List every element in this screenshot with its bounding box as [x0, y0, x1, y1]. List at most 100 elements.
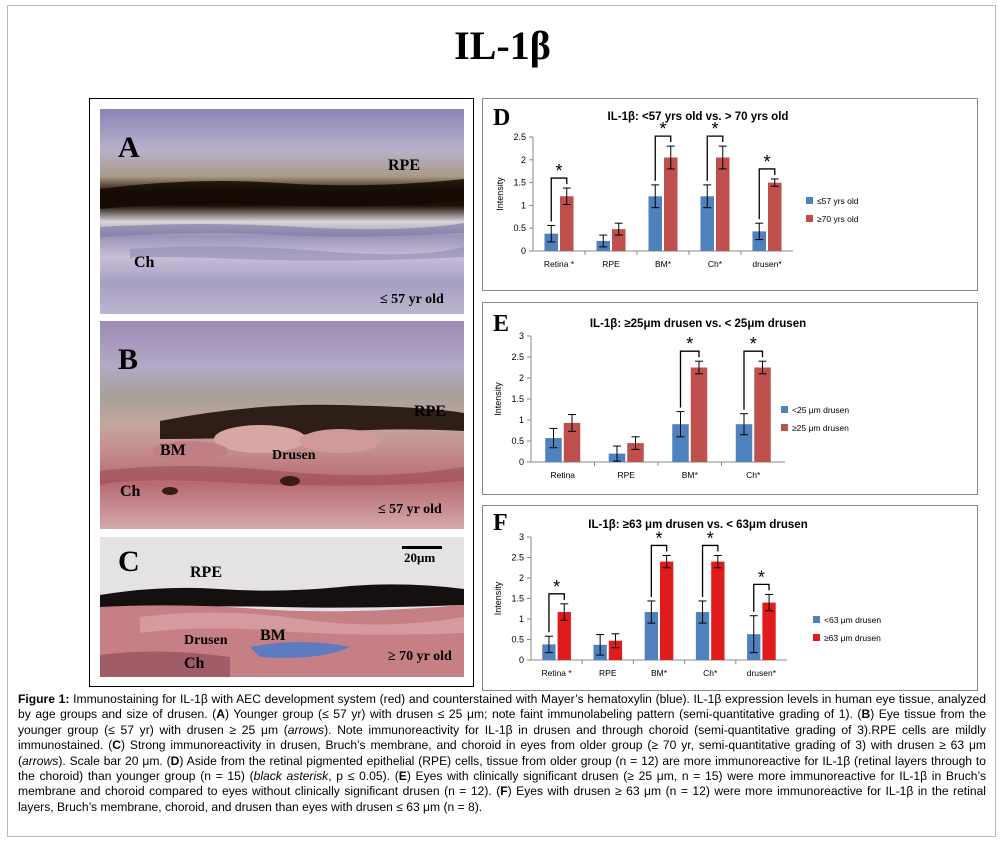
micrograph-a: A RPE Ch ≤ 57 yr old	[100, 109, 464, 314]
significance-asterisk: *	[655, 528, 662, 548]
y-tick-label: 0.5	[511, 635, 524, 645]
chart-title: IL-1β: ≥25μm drusen vs. < 25μm drusen	[590, 318, 806, 330]
bar-red	[768, 182, 782, 251]
y-tick-label: 0.5	[513, 223, 526, 233]
caption-segment: Immunostaining for IL-1β with AEC develo…	[18, 692, 986, 722]
significance-bracket	[650, 544, 668, 597]
significance-bracket	[753, 583, 770, 612]
y-axis-label: Intensity	[493, 382, 503, 416]
chart-e-svg: E IL-1β: ≥25μm drusen vs. < 25μm drusen 0 0…	[493, 311, 849, 480]
y-tick-label: 2.5	[513, 132, 526, 142]
significance-bracket	[701, 544, 719, 597]
x-tick-label: drusen*	[747, 668, 777, 678]
y-tick-label: 2.5	[511, 352, 524, 362]
x-tick-label: Ch*	[746, 470, 761, 480]
panel-letter: D	[493, 105, 510, 131]
label-ch-b: Ch	[120, 483, 141, 500]
panel-letter-b: B	[118, 343, 139, 376]
significance-bracket	[654, 135, 672, 181]
figure-title: IL-1β	[454, 23, 551, 68]
bar-blue	[648, 196, 662, 251]
caption-segment: , p ≤ 0.05). (	[328, 769, 399, 784]
x-tick-label: BM*	[682, 470, 699, 480]
chart-panel-d: D IL-1β: <57 yrs old vs. > 70 yrs old 0 0.5…	[482, 98, 978, 291]
label-drusen-c: Drusen	[184, 633, 228, 648]
caption-segment: ) Eyes with clinically significant druse…	[18, 769, 986, 799]
bar-blue	[672, 424, 689, 462]
legend-swatch	[806, 197, 813, 204]
y-tick-label: 0.5	[511, 436, 524, 446]
x-tick-label: Retina	[550, 470, 575, 480]
bar-blue	[700, 196, 714, 251]
chart-f-svg: F IL-1β: ≥63 μm drusen vs. < 63μm drusen 0…	[493, 510, 881, 678]
significance-bracket	[679, 350, 700, 408]
bar-red	[560, 196, 574, 251]
scale-bar-label: 20μm	[404, 550, 436, 565]
caption-segment: ). Scale bar 20 μm. (	[58, 753, 171, 768]
legend-label: <25 μm drusen	[792, 405, 849, 415]
y-tick-label: 1	[519, 614, 524, 624]
micrograph-frame: A RPE Ch ≤ 57 yr old	[89, 98, 474, 687]
caption-segment: E	[398, 769, 407, 784]
bar-red	[664, 157, 678, 251]
y-tick-label: 2	[519, 373, 524, 383]
x-tick-label: Retina *	[541, 668, 572, 678]
caption-segment: ). Note immunoreactivity for IL-1β in dr…	[18, 722, 986, 753]
y-tick-label: 0	[521, 246, 526, 256]
y-axis-label: Intensity	[495, 177, 505, 211]
bar-red	[762, 602, 776, 660]
x-tick-label: Ch*	[703, 668, 718, 678]
significance-bracket	[550, 177, 568, 222]
caption-segment: C	[112, 738, 121, 753]
caption-segment: F	[500, 784, 508, 799]
panel-letter: F	[493, 510, 508, 536]
micrograph-b: B RPE BM Drusen Ch ≤ 57 yr old	[100, 321, 464, 529]
significance-bracket	[758, 168, 776, 220]
y-tick-label: 0	[519, 655, 524, 665]
legend-swatch	[781, 406, 788, 413]
significance-asterisk: *	[555, 161, 562, 181]
label-drusen-b: Drusen	[272, 448, 316, 463]
bar-red	[608, 640, 623, 660]
legend-label: ≥70 yrs old	[817, 214, 859, 224]
bar-blue	[735, 424, 753, 462]
chart-d-svg: D IL-1β: <57 yrs old vs. > 70 yrs old 0 0.5…	[493, 105, 859, 269]
significance-bracket	[706, 135, 724, 181]
significance-bracket	[743, 350, 764, 410]
caption-segment: arrows	[22, 753, 59, 768]
x-tick-label: RPE	[618, 470, 636, 480]
y-tick-label: 0	[519, 457, 524, 467]
bar-red	[563, 422, 581, 462]
y-tick-label: 2	[519, 573, 524, 583]
legend-swatch	[806, 215, 813, 222]
significance-asterisk: *	[553, 577, 560, 597]
legend-swatch	[813, 634, 820, 641]
legend-label: <63 μm drusen	[824, 615, 881, 625]
caption-segment: ) Strong immunoreactivity in drusen, Bru…	[18, 738, 986, 768]
bar-red	[660, 561, 674, 660]
x-tick-label: Retina *	[544, 259, 575, 269]
bar-red	[716, 157, 730, 251]
significance-asterisk: *	[686, 334, 693, 354]
legend-swatch	[781, 424, 788, 431]
y-tick-label: 1.5	[513, 178, 526, 188]
significance-asterisk: *	[711, 119, 718, 139]
significance-asterisk: *	[707, 528, 714, 548]
label-bm-c: BM	[260, 627, 286, 644]
bar-red	[690, 367, 708, 462]
chart-title: IL-1β: <57 yrs old vs. > 70 yrs old	[608, 111, 789, 123]
y-tick-label: 1	[519, 415, 524, 425]
bar-red	[754, 367, 771, 462]
bar-red	[557, 612, 571, 660]
label-rpe-b: RPE	[414, 403, 446, 420]
y-tick-label: 1.5	[511, 394, 524, 404]
age-label-a: ≤ 57 yr old	[380, 292, 444, 307]
y-axis-label: Intensity	[493, 581, 503, 615]
x-tick-label: Ch*	[708, 259, 723, 269]
significance-bracket	[548, 593, 565, 633]
micrograph-c: C 20μm RPE Drusen BM Ch ≥ 70 yr old	[100, 537, 464, 677]
bar-red	[711, 561, 725, 660]
caption-segment: Figure 1:	[18, 692, 70, 706]
caption-segment: arrows	[287, 722, 325, 737]
x-tick-label: RPE	[599, 668, 617, 678]
